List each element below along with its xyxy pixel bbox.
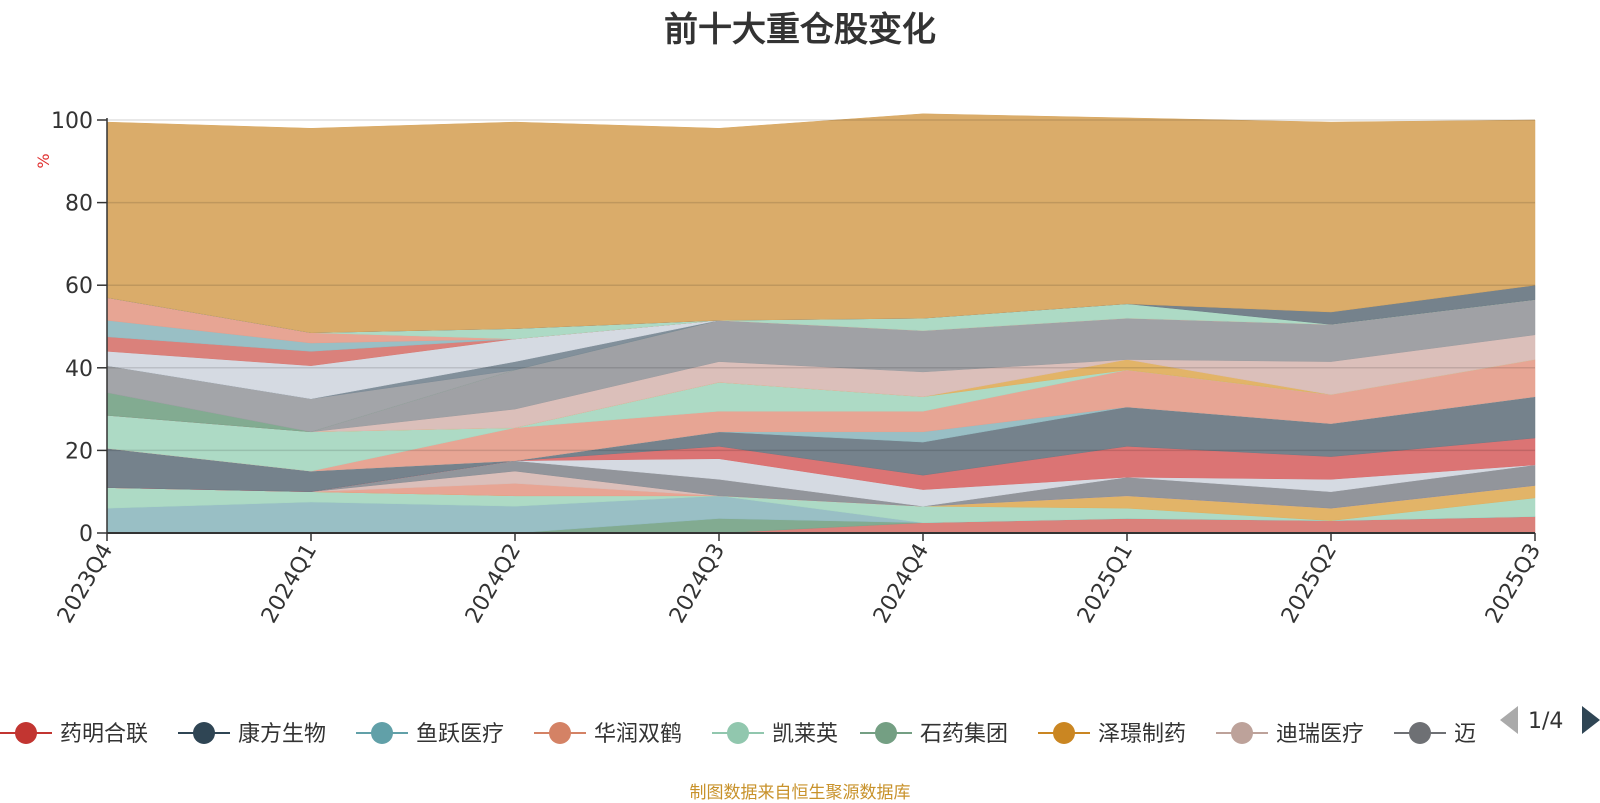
xtick-label-4: 2024Q4 (869, 540, 934, 628)
legend-marker-icon-3 (549, 722, 571, 744)
xtick-label-1: 2024Q1 (257, 540, 322, 628)
legend-label-7: 迪瑞医疗 (1276, 722, 1364, 747)
legend-label-0: 药明合联 (60, 722, 148, 747)
legend-label-3: 华润双鹤 (594, 722, 682, 747)
ytick-label-5: 100 (51, 109, 93, 134)
legend-marker-icon-6 (1053, 722, 1075, 744)
legend-page-label: 1/4 (1528, 709, 1563, 734)
legend-marker-icon-1 (193, 722, 215, 744)
legend-item-2[interactable]: 鱼跃医疗 (356, 722, 504, 747)
ytick-label-2: 40 (65, 357, 93, 382)
legend-label-6: 泽璟制药 (1098, 722, 1186, 747)
legend-marker-icon-7 (1231, 722, 1253, 744)
legend: 药明合联 康方生物 鱼跃医疗 华润双鹤 凯莱英 石药集团 泽璟制药 迪瑞医疗 迈 (0, 722, 1476, 747)
legend-marker-icon-2 (371, 722, 393, 744)
legend-item-6[interactable]: 泽璟制药 (1038, 722, 1186, 747)
legend-item-1[interactable]: 康方生物 (178, 722, 326, 747)
legend-item-0[interactable]: 药明合联 (0, 722, 148, 747)
legend-item-8[interactable]: 迈 (1394, 722, 1476, 747)
xtick-label-6: 2025Q2 (1277, 540, 1342, 628)
xtick-label-2: 2024Q2 (461, 540, 526, 628)
legend-marker-icon-4 (727, 722, 749, 744)
xtick-label-7: 2025Q3 (1481, 540, 1546, 628)
legend-item-3[interactable]: 华润双鹤 (534, 722, 682, 747)
ytick-label-3: 60 (65, 274, 93, 299)
legend-next-page-icon[interactable] (1582, 706, 1600, 734)
legend-label-8: 迈 (1454, 722, 1476, 747)
legend-marker-icon-0 (15, 722, 37, 744)
ytick-label-4: 80 (65, 192, 93, 217)
legend-item-5[interactable]: 石药集团 (860, 722, 1008, 747)
ytick-label-0: 0 (79, 522, 93, 547)
xtick-label-3: 2024Q3 (665, 540, 730, 628)
source-note: 制图数据来自恒生聚源数据库 (689, 783, 911, 803)
xtick-label-0: 2023Q4 (53, 540, 118, 628)
legend-item-7[interactable]: 迪瑞医疗 (1216, 722, 1364, 747)
chart-title: 前十大重仓股变化 (664, 10, 936, 50)
ytick-label-1: 20 (65, 439, 93, 464)
legend-label-4: 凯莱英 (772, 722, 838, 747)
legend-marker-icon-5 (875, 722, 897, 744)
xtick-label-5: 2025Q1 (1073, 540, 1138, 628)
legend-marker-icon-8 (1409, 722, 1431, 744)
y-axis-label: % (34, 153, 53, 168)
area-series-26 (106, 113, 1536, 333)
legend-pager: 1/4 (1500, 706, 1600, 734)
legend-label-5: 石药集团 (920, 722, 1008, 747)
legend-item-4[interactable]: 凯莱英 (712, 722, 838, 747)
legend-prev-page-icon[interactable] (1500, 706, 1518, 734)
area-layer (106, 113, 1536, 534)
legend-label-2: 鱼跃医疗 (416, 722, 504, 747)
legend-label-1: 康方生物 (238, 722, 326, 747)
